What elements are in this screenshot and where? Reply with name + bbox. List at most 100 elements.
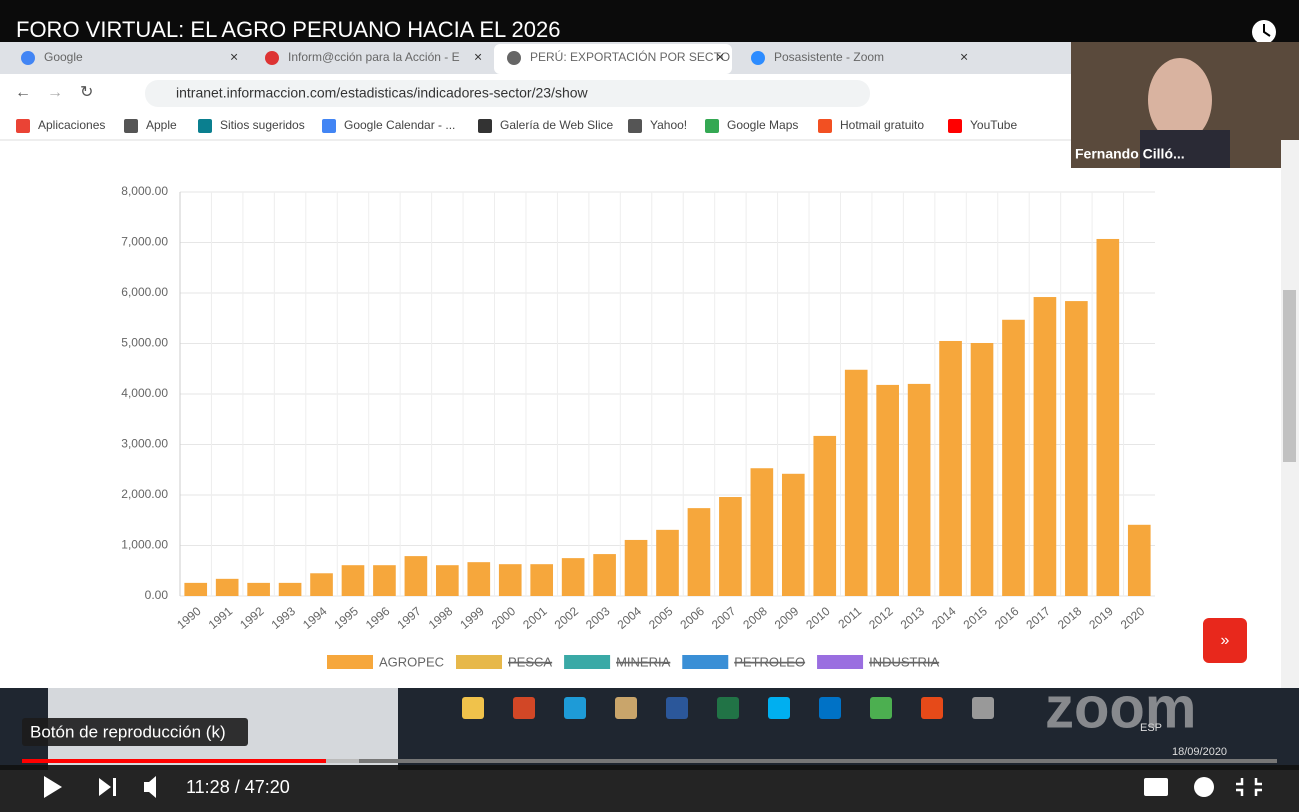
bookmark[interactable]: Apple [146, 118, 177, 132]
bookmark-icon [124, 119, 138, 133]
play-button[interactable] [44, 776, 62, 798]
clock-hands [1263, 24, 1271, 37]
forward-button[interactable]: → [47, 84, 63, 101]
webcam-body [1140, 130, 1230, 168]
legend-label[interactable]: PESCA [508, 654, 552, 669]
bar [373, 565, 396, 596]
bookmark[interactable]: Sitios sugeridos [220, 118, 305, 132]
video-title: FORO VIRTUAL: EL AGRO PERUANO HACIA EL 2… [16, 17, 560, 42]
tab[interactable] [252, 44, 490, 74]
fullscreen-exit[interactable] [1236, 778, 1262, 796]
zoom-watermark: zoom [1045, 675, 1196, 740]
y-tick-label: 6,000.00 [121, 285, 168, 299]
bookmark-icon [628, 119, 642, 133]
tab[interactable] [8, 44, 246, 74]
bookmark[interactable]: Aplicaciones [38, 118, 105, 132]
reload-button[interactable]: ↻ [80, 84, 93, 101]
bar [907, 383, 931, 596]
bar [310, 573, 333, 596]
bookmark-icon [705, 119, 719, 133]
y-tick-label: 2,000.00 [121, 487, 168, 501]
taskbar-app[interactable] [462, 697, 484, 719]
legend-swatch[interactable] [327, 655, 373, 669]
bar [436, 565, 459, 596]
player-controls [0, 765, 1299, 812]
tab[interactable] [738, 44, 976, 74]
y-tick-label: 7,000.00 [121, 235, 168, 249]
taskbar-app[interactable] [564, 697, 586, 719]
progress-track[interactable] [22, 759, 1277, 763]
tab-close[interactable]: × [230, 49, 238, 65]
bar [970, 342, 994, 596]
taskbar-app[interactable] [717, 697, 739, 719]
bar [530, 564, 554, 596]
back-button[interactable]: ← [15, 84, 31, 101]
y-tick-label: 3,000.00 [121, 437, 168, 451]
bar [593, 554, 616, 596]
tab-title: Google [44, 50, 83, 64]
subtitles-button[interactable] [1144, 778, 1168, 796]
tab-close[interactable]: × [474, 49, 482, 65]
bookmark[interactable]: Yahoo! [650, 118, 687, 132]
y-tick-label: 4,000.00 [121, 386, 168, 400]
legend-label[interactable]: MINERIA [616, 654, 671, 669]
legend-label[interactable]: INDUSTRIA [869, 654, 939, 669]
taskbar-app[interactable] [921, 697, 943, 719]
url-box[interactable] [145, 80, 870, 107]
scroll-top-button[interactable] [1203, 618, 1247, 663]
bar [813, 435, 837, 596]
bar [876, 384, 899, 596]
bookmark[interactable]: Google Maps [727, 118, 798, 132]
bar [1127, 524, 1151, 596]
bookmark[interactable]: Galería de Web Slice [500, 118, 613, 132]
tab-icon [751, 51, 765, 65]
bar [1002, 319, 1025, 596]
volume-button[interactable] [144, 776, 156, 798]
y-tick-label: 5,000.00 [121, 336, 168, 350]
bar [1096, 238, 1120, 596]
next-button[interactable] [99, 778, 116, 796]
taskbar-app[interactable] [870, 697, 892, 719]
bookmark[interactable]: YouTube [970, 118, 1017, 132]
bar [687, 508, 711, 596]
tab-title: Inform@cción para la Acción - E [288, 50, 460, 64]
bar [341, 565, 365, 596]
bookmark[interactable]: Google Calendar - ... [344, 118, 455, 132]
bar [656, 529, 679, 596]
bookmark-icon [818, 119, 832, 133]
legend-label[interactable]: PETROLEO [734, 654, 805, 669]
tab-close[interactable]: × [716, 49, 724, 65]
taskbar-app[interactable] [666, 697, 688, 719]
taskbar-app[interactable] [819, 697, 841, 719]
taskbar-app[interactable] [513, 697, 535, 719]
bar [184, 582, 208, 596]
y-tick-label: 8,000.00 [121, 184, 168, 198]
bar [1065, 301, 1088, 596]
legend-swatch[interactable] [817, 655, 864, 669]
bookmarks-bar [0, 112, 1071, 140]
tab-icon [21, 51, 35, 65]
title-bar [0, 0, 1299, 42]
legend-swatch[interactable] [682, 655, 729, 669]
taskbar-app[interactable] [972, 697, 994, 719]
bar [939, 340, 962, 596]
legend-swatch[interactable] [564, 655, 611, 669]
settings-button[interactable] [1194, 777, 1214, 797]
legend-swatch[interactable] [456, 655, 503, 669]
legend-label[interactable]: AGROPEC [379, 654, 444, 669]
bar [404, 556, 428, 596]
taskbar-app[interactable] [615, 697, 637, 719]
tab-title: Posasistente - Zoom [774, 50, 884, 64]
tab-icon [507, 51, 521, 65]
scrollbar-thumb[interactable] [1283, 290, 1296, 462]
taskbar-app[interactable] [768, 697, 790, 719]
bookmark[interactable]: Hotmail gratuito [840, 118, 924, 132]
y-tick-label: 0.00 [145, 588, 169, 602]
tab[interactable] [494, 44, 732, 74]
bar [215, 578, 239, 596]
bar [624, 539, 648, 596]
webcam-face [1148, 58, 1212, 142]
bookmark-icon [478, 119, 492, 133]
bar [1033, 297, 1057, 596]
tab-close[interactable]: × [960, 49, 968, 65]
